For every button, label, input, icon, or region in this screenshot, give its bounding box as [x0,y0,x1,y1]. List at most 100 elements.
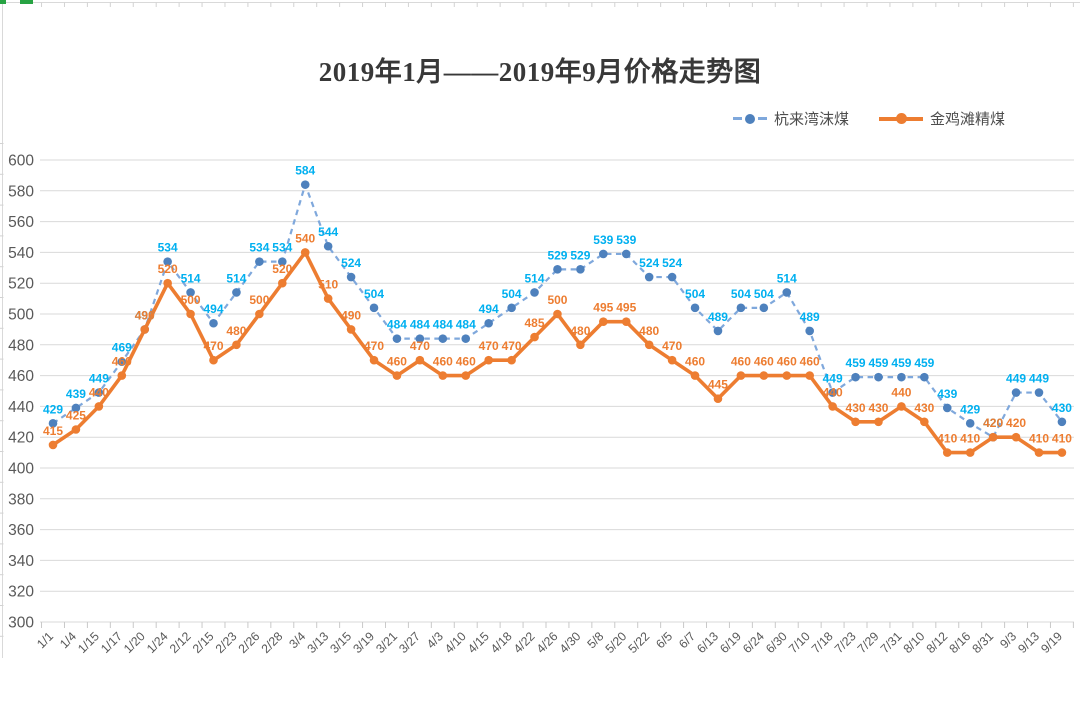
chart-title: 2019年1月——2019年9月价格走势图 [318,57,762,87]
svg-text:460: 460 [433,355,453,369]
svg-text:470: 470 [203,339,223,353]
svg-text:3/19: 3/19 [350,629,377,656]
svg-text:484: 484 [387,318,407,332]
svg-text:5/20: 5/20 [603,629,630,656]
svg-text:540: 540 [8,245,34,262]
svg-text:2/23: 2/23 [213,629,240,656]
svg-text:584: 584 [295,164,315,178]
svg-text:6/19: 6/19 [717,629,744,656]
svg-text:480: 480 [8,337,34,354]
svg-text:540: 540 [295,231,315,245]
svg-text:470: 470 [662,339,682,353]
svg-text:449: 449 [1029,372,1049,386]
svg-text:6/5: 6/5 [653,629,675,651]
svg-text:484: 484 [433,318,453,332]
svg-text:3/27: 3/27 [396,629,423,656]
svg-text:7/29: 7/29 [855,629,882,656]
svg-text:495: 495 [593,301,613,315]
svg-text:420: 420 [983,416,1003,430]
svg-text:490: 490 [135,308,155,322]
solid-line-marker-icon [879,113,924,124]
svg-text:480: 480 [639,324,659,338]
svg-text:8/16: 8/16 [946,629,973,656]
legend-item-hanglaiwan[interactable]: 杭来湾沫煤 [733,108,849,129]
svg-text:459: 459 [891,356,911,370]
svg-text:529: 529 [570,248,590,262]
svg-text:360: 360 [8,522,34,539]
svg-text:425: 425 [66,409,86,423]
series-hanglaiwan[interactable] [48,180,1067,442]
svg-text:534: 534 [249,241,269,255]
svg-text:340: 340 [8,553,34,570]
svg-text:469: 469 [112,341,132,355]
svg-text:484: 484 [410,318,430,332]
svg-text:510: 510 [318,278,338,292]
svg-text:2/26: 2/26 [236,629,263,656]
svg-text:410: 410 [1052,432,1072,446]
svg-text:524: 524 [639,256,659,270]
svg-text:460: 460 [754,355,774,369]
svg-text:460: 460 [777,355,797,369]
svg-text:430: 430 [868,401,888,415]
svg-text:500: 500 [249,293,269,307]
svg-text:8/31: 8/31 [969,629,996,656]
svg-text:460: 460 [8,368,34,385]
sheet-frame[interactable] [0,0,1080,658]
svg-text:500: 500 [181,293,201,307]
svg-text:514: 514 [525,271,545,285]
svg-text:539: 539 [616,233,636,247]
svg-text:460: 460 [387,355,407,369]
svg-text:420: 420 [1006,416,1026,430]
svg-text:459: 459 [914,356,934,370]
svg-text:459: 459 [846,356,866,370]
svg-text:494: 494 [479,302,499,316]
svg-text:7/31: 7/31 [878,629,905,656]
svg-text:3/21: 3/21 [373,629,400,656]
data-labels-jinjitan[interactable]: 4154254404604905205004704805005205405104… [43,231,1072,445]
svg-text:580: 580 [8,183,34,200]
legend-item-jinjitan[interactable]: 金鸡滩精煤 [879,108,1005,129]
svg-text:440: 440 [8,399,34,416]
svg-text:1/15: 1/15 [75,629,102,656]
svg-text:4/18: 4/18 [488,629,515,656]
svg-text:539: 539 [593,233,613,247]
svg-text:8/12: 8/12 [924,629,951,656]
svg-text:495: 495 [616,301,636,315]
svg-text:445: 445 [708,378,728,392]
series-jinjitan[interactable] [48,248,1067,457]
svg-text:1/24: 1/24 [144,629,171,656]
svg-text:6/24: 6/24 [740,629,767,656]
svg-text:470: 470 [502,339,522,353]
svg-text:415: 415 [43,424,63,438]
svg-text:4/30: 4/30 [557,629,584,656]
svg-text:489: 489 [800,310,820,324]
svg-text:514: 514 [777,271,797,285]
svg-text:420: 420 [983,416,1003,430]
svg-text:429: 429 [43,402,63,416]
svg-text:470: 470 [479,339,499,353]
svg-text:410: 410 [937,432,957,446]
svg-text:4/10: 4/10 [442,629,469,656]
gridlines[interactable] [40,159,1074,623]
svg-text:480: 480 [226,324,246,338]
svg-text:484: 484 [456,318,476,332]
svg-text:7/10: 7/10 [786,629,813,656]
svg-text:429: 429 [960,402,980,416]
svg-text:2/15: 2/15 [190,629,217,656]
svg-text:439: 439 [66,387,86,401]
x-axis[interactable]: 1/1 1/41/151/171/201/242/122/152/232/262/… [34,622,1074,656]
svg-text:520: 520 [158,262,178,276]
svg-text:5/22: 5/22 [625,629,652,656]
svg-text:490: 490 [135,308,155,322]
svg-text:534: 534 [272,241,292,255]
svg-text:514: 514 [226,271,246,285]
svg-text:8/10: 8/10 [901,629,928,656]
svg-text:529: 529 [547,248,567,262]
svg-text:449: 449 [823,372,843,386]
svg-text:420: 420 [8,430,34,447]
y-axis-labels[interactable]: 300 320 340 360 380 400 420 440 460 480 500 520 540 5… [8,153,34,632]
svg-text:514: 514 [181,271,201,285]
svg-text:2/28: 2/28 [259,629,286,656]
